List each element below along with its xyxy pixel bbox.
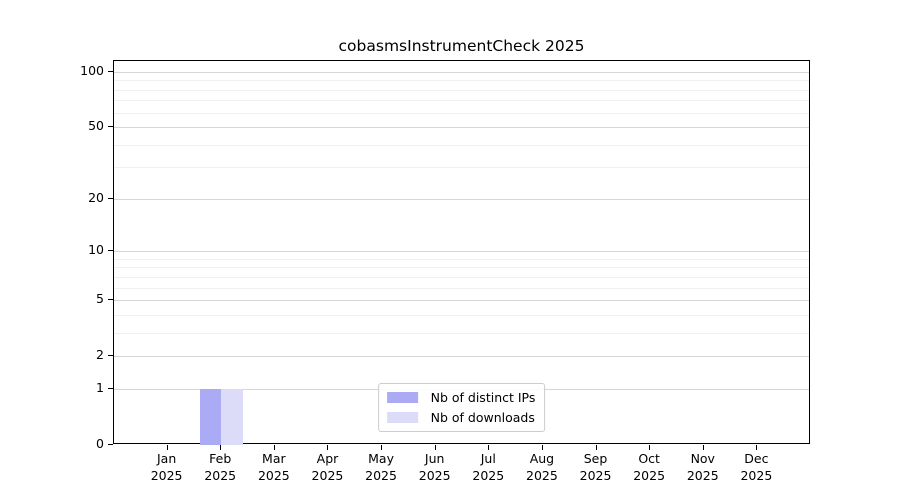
y-tickmark — [108, 250, 113, 252]
x-tick-label: Aug 2025 — [526, 451, 558, 483]
minor-gridline — [114, 144, 809, 146]
x-tick-label: Sep 2025 — [579, 451, 612, 483]
x-tick-label: Jul 2025 — [472, 451, 505, 483]
legend-swatch-downloads — [386, 412, 418, 423]
major-gridline — [114, 127, 809, 129]
y-tick-label: 2 — [96, 347, 104, 363]
x-tick-label: Oct 2025 — [633, 451, 666, 483]
y-tickmark — [108, 387, 113, 389]
y-tickmark — [108, 126, 113, 128]
x-tick-label: Jan 2025 — [150, 451, 183, 483]
x-tick-label: Apr 2025 — [311, 451, 344, 483]
x-tickmark — [381, 445, 383, 450]
y-tick-label: 1 — [96, 379, 104, 395]
legend-item-downloads: Nb of downloads — [386, 410, 536, 425]
y-tick-label: 5 — [96, 291, 104, 307]
x-tickmark — [595, 445, 597, 450]
y-tickmark — [108, 355, 113, 357]
minor-gridline — [114, 287, 809, 289]
plot-area: Nb of distinct IPs Nb of downloads — [113, 60, 810, 445]
x-tickmark — [166, 445, 168, 450]
legend-item-distinct-ips: Nb of distinct IPs — [386, 390, 536, 405]
legend-label-distinct-ips: Nb of distinct IPs — [430, 390, 536, 405]
y-tick-label: 10 — [88, 242, 104, 258]
x-tickmark — [327, 445, 329, 450]
minor-gridline — [114, 112, 809, 114]
y-tickmark — [108, 70, 113, 72]
bar-feb-downloads — [221, 388, 243, 445]
legend-swatch-distinct-ips — [386, 392, 418, 403]
x-tickmark — [488, 445, 490, 450]
x-tickmark — [702, 445, 704, 450]
major-gridline — [114, 71, 809, 73]
minor-gridline — [114, 258, 809, 260]
legend: Nb of distinct IPs Nb of downloads — [377, 383, 546, 432]
minor-gridline — [114, 267, 809, 269]
major-gridline — [114, 198, 809, 200]
bar-feb-distinct-ips — [199, 388, 222, 445]
x-tick-label: Nov 2025 — [686, 451, 719, 483]
x-tickmark — [273, 445, 275, 450]
x-tick-label: Mar 2025 — [257, 451, 290, 483]
major-gridline — [114, 251, 809, 253]
y-tick-label: 20 — [88, 189, 104, 205]
x-tick-label: Dec 2025 — [740, 451, 773, 483]
legend-label-downloads: Nb of downloads — [430, 410, 535, 425]
y-tickmark — [108, 444, 113, 445]
minor-gridline — [114, 332, 809, 334]
x-tickmark — [220, 445, 222, 450]
minor-gridline — [114, 167, 809, 169]
chart-title: cobasmsInstrumentCheck 2025 — [338, 37, 585, 55]
y-tick-label: 100 — [80, 62, 104, 78]
major-gridline — [114, 300, 809, 302]
x-tick-label: May 2025 — [365, 451, 397, 483]
major-gridline — [114, 356, 809, 358]
y-tickmark — [108, 299, 113, 301]
x-tickmark — [756, 445, 758, 450]
minor-gridline — [114, 314, 809, 316]
y-tick-label: 50 — [88, 118, 104, 134]
x-tick-label: Feb 2025 — [204, 451, 237, 483]
x-tick-label: Jun 2025 — [418, 451, 451, 483]
minor-gridline — [114, 80, 809, 82]
minor-gridline — [114, 276, 809, 278]
x-tickmark — [434, 445, 436, 450]
y-tick-label: 0 — [96, 436, 104, 451]
x-tickmark — [541, 445, 543, 450]
x-tickmark — [649, 445, 651, 450]
minor-gridline — [114, 100, 809, 102]
minor-gridline — [114, 89, 809, 91]
y-tickmark — [108, 197, 113, 199]
